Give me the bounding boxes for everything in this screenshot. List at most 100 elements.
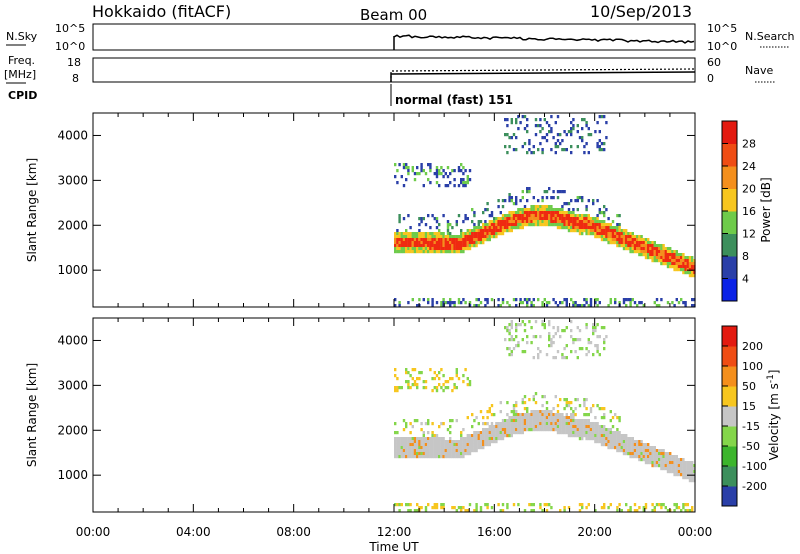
velocity-cell [416,383,419,387]
velocity-cbar-swatch-5 [722,386,737,407]
velocity-cell [517,344,520,348]
power-cell [592,199,595,203]
velocity-cell [473,449,476,453]
velocity-cell [396,446,399,450]
power-cell [407,244,410,248]
velocity-cell [548,428,551,432]
velocity-cell [435,506,439,510]
velocity-cell [572,434,575,438]
power-cell [662,262,665,266]
velocity-cell [574,431,577,435]
power-cell [455,223,458,227]
power-cell [576,229,579,233]
velocity-cell [567,431,571,435]
velocity-cell [506,431,509,435]
velocity-cell [396,455,399,459]
power-cell [431,250,434,254]
velocity-cell [539,503,542,507]
velocity-cell [686,467,689,471]
power-cell [446,226,450,230]
power-cell [504,199,507,203]
velocity-cell [396,389,399,393]
power-cell [418,247,421,251]
velocity-cell [422,452,425,456]
velocity-cell [614,434,617,438]
velocity-cell [405,452,408,456]
velocity-cell [603,440,606,444]
velocity-cell [543,413,546,417]
power-cell [691,298,694,302]
power-cell [539,142,542,146]
velocity-cell [603,428,606,432]
velocity-cell [422,437,425,441]
power-cell [596,142,599,146]
power-cell [512,133,516,137]
velocity-cell [642,443,645,447]
velocity-cell [660,506,663,510]
power-cell [651,241,654,245]
power-cell [627,247,630,251]
power-cell [636,244,639,248]
velocity-cell [583,404,586,408]
power-cell [609,238,612,242]
velocity-cell [543,410,546,414]
power-cell [400,238,403,242]
power-cell [693,262,696,266]
velocity-cell [473,419,476,423]
power-cell [561,148,564,152]
power-cell [565,133,568,137]
power-cell [640,238,643,242]
velocity-cell [475,443,478,447]
velocity-cell [506,503,509,507]
velocity-cell [552,425,555,429]
power-cell [669,253,672,257]
velocity-cell [506,413,509,417]
power-cell [435,247,439,251]
power-ylabel: Slant Range [km] [25,158,39,262]
power-cell [515,196,518,200]
power-cell [614,301,617,305]
velocity-cell [418,446,421,450]
velocity-cell [589,431,593,435]
velocity-cell [490,506,494,510]
velocity-cell [609,446,612,450]
velocity-cell [594,437,597,441]
velocity-cell [455,509,458,513]
power-cell [471,241,474,245]
velocity-cell [413,455,417,459]
velocity-cell [420,428,423,432]
velocity-cell [442,452,445,456]
velocity-cell [543,395,546,399]
power-cell [396,247,399,251]
velocity-cell [479,410,483,414]
velocity-cell [647,452,650,456]
power-cell [658,253,661,257]
nsky-tick-top: 10^5 [55,22,85,35]
velocity-cell [647,458,650,462]
velocity-cell [501,434,505,438]
power-cell [620,235,623,239]
velocity-cell [521,416,524,420]
velocity-cell [684,467,687,471]
power-cbar-label-2: 12 [742,228,756,241]
power-cell [622,244,626,248]
velocity-cell [400,503,403,507]
power-cell [429,226,432,230]
power-cell [449,181,452,185]
velocity-cell [625,449,628,453]
velocity-cell [550,416,553,420]
velocity-cell [429,449,432,453]
nsearch-label: N.Search [745,30,795,43]
power-cell [508,223,511,227]
power-cell [625,232,628,236]
velocity-cell [565,425,568,429]
velocity-cell [482,431,485,435]
power-cell [570,220,573,224]
velocity-cell [589,410,593,414]
power-cell [589,298,593,302]
velocity-cell [561,431,564,435]
power-cell [611,232,615,236]
power-cell [497,205,500,209]
power-cell [666,301,670,305]
power-cell [407,232,410,236]
